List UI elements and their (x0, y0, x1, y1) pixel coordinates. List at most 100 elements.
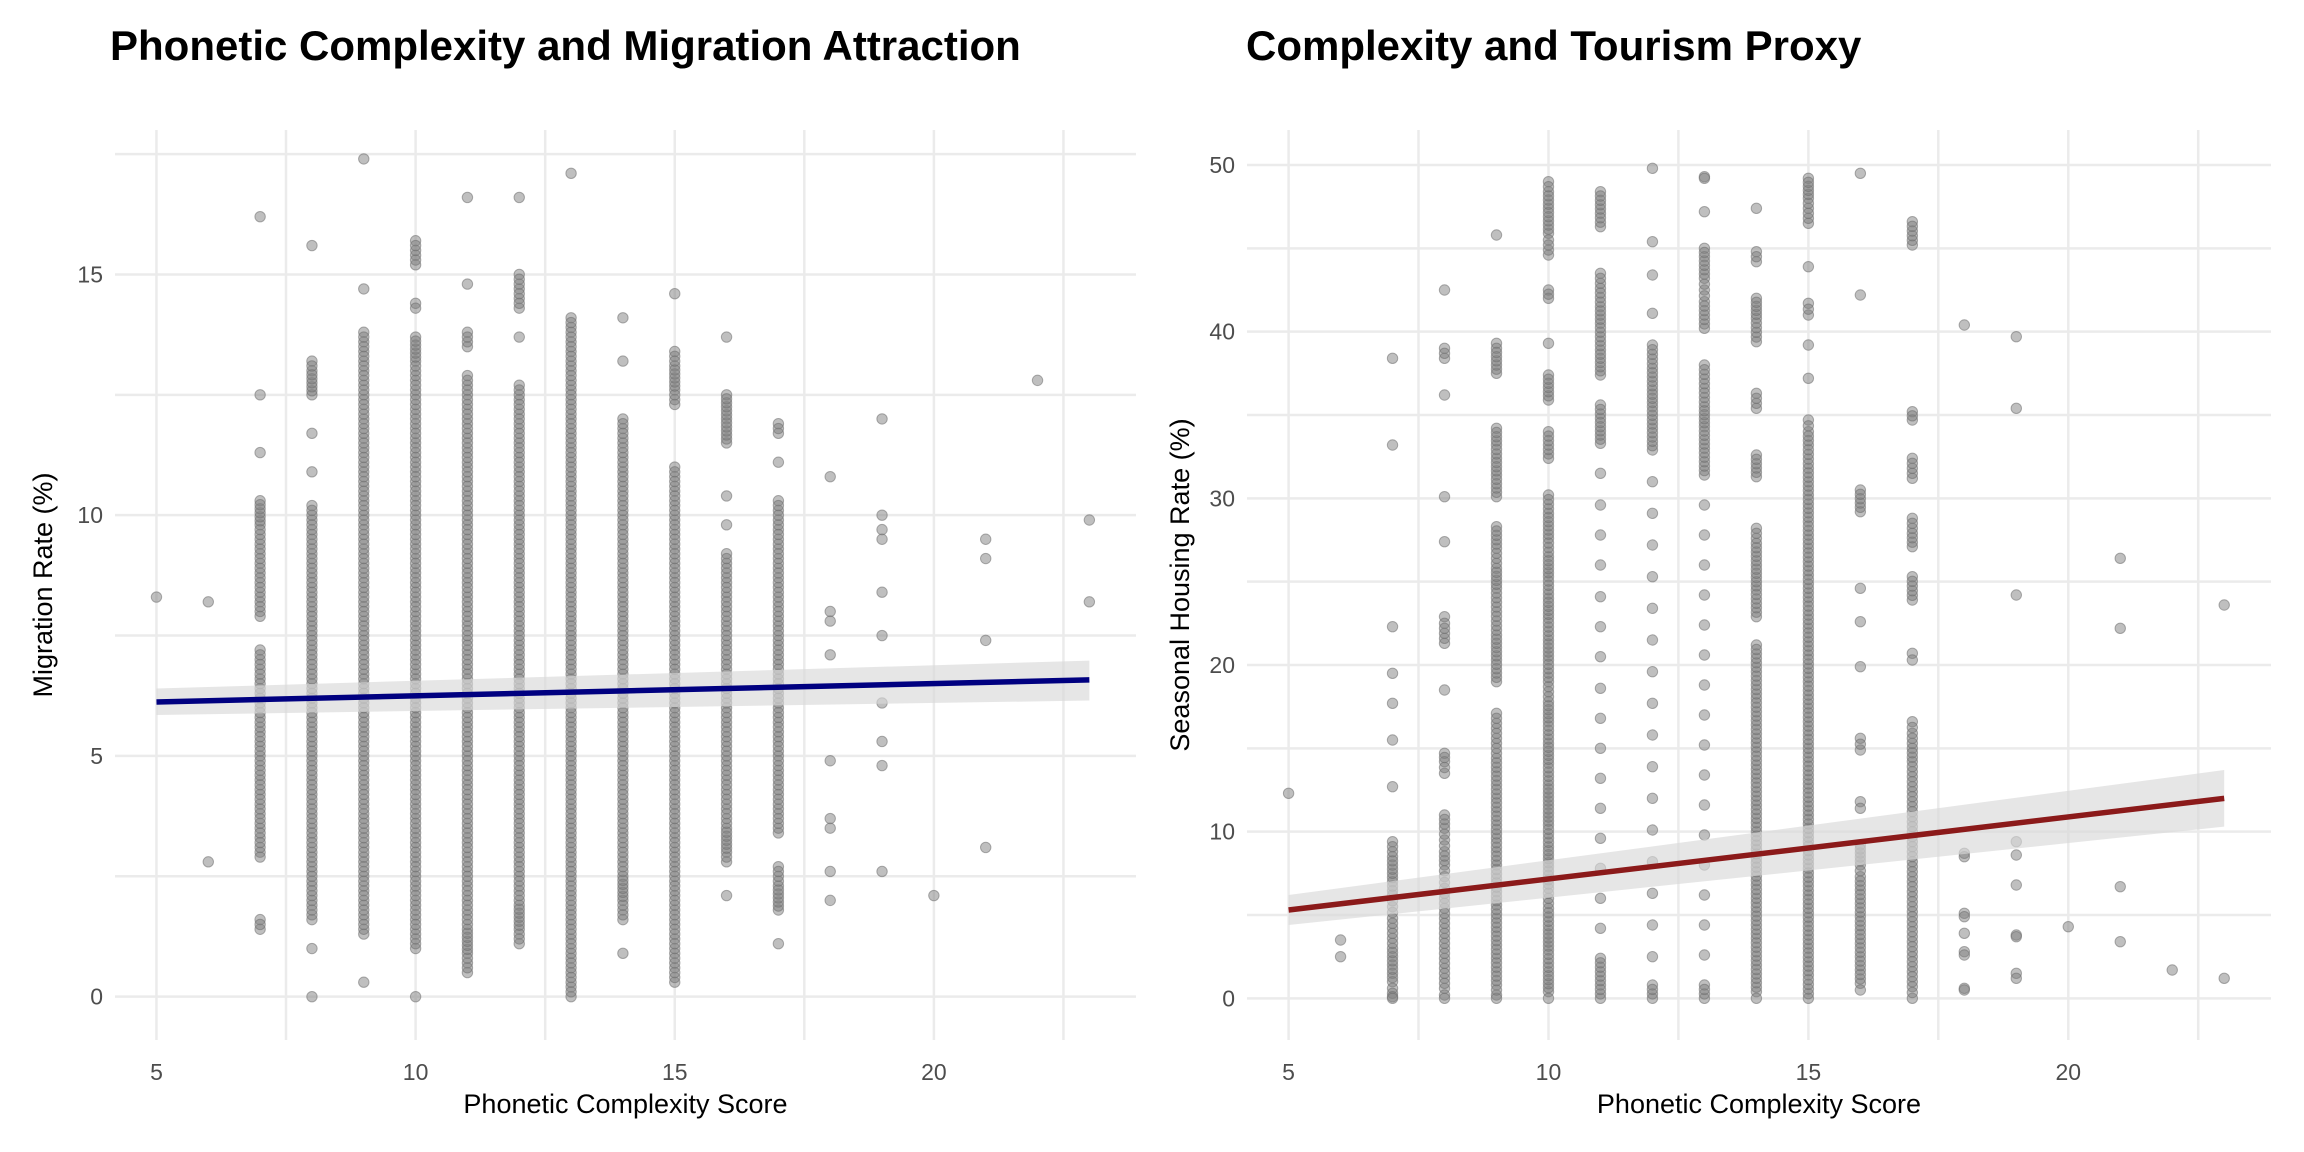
data-point (202, 856, 214, 868)
data-point (461, 639, 474, 651)
data-point (513, 658, 525, 671)
data-point (306, 466, 318, 478)
data-point (980, 841, 992, 854)
data-point (1906, 654, 1919, 666)
y-tick-label: 10 (77, 502, 103, 528)
data-point (1386, 734, 1399, 746)
y-tick-label: 50 (1209, 152, 1235, 178)
data-point (1906, 790, 1919, 803)
data-point (513, 745, 525, 757)
data-point (617, 355, 629, 367)
data-point (772, 567, 785, 579)
data-point (617, 730, 629, 743)
data-point (1083, 596, 1096, 608)
data-point (358, 759, 370, 772)
data-point (409, 889, 422, 902)
data-point (461, 437, 474, 449)
data-point (617, 832, 629, 844)
data-point (306, 851, 318, 863)
data-point (306, 716, 318, 728)
data-point (358, 437, 370, 449)
data-point (1594, 272, 1607, 285)
data-point (2218, 972, 2230, 985)
data-point (669, 894, 681, 907)
y-tick-label: 15 (77, 261, 103, 287)
data-point (1594, 650, 1607, 663)
data-point (1906, 760, 1919, 773)
data-point (1854, 865, 1867, 877)
data-point (1646, 307, 1659, 320)
data-point (513, 629, 525, 642)
data-point (669, 735, 681, 748)
data-point (1906, 220, 1919, 233)
data-point (513, 514, 525, 526)
data-point (617, 543, 629, 555)
tourism-scatter-plot: 5 10 15 20 0 10 20 30 40 50 Phonetic Complexity Sc… (1165, 130, 2271, 1119)
data-point (1386, 937, 1399, 950)
data-point (669, 966, 681, 979)
data-point (409, 875, 422, 887)
data-point (1646, 792, 1659, 805)
data-point (565, 836, 577, 849)
data-point (1906, 775, 1919, 788)
data-point (358, 562, 370, 574)
data-point (1386, 667, 1399, 680)
data-point (306, 610, 318, 622)
data-point (772, 605, 785, 618)
data-point (358, 976, 370, 988)
data-point (1490, 229, 1503, 241)
data-point (1750, 296, 1763, 309)
data-point (254, 389, 266, 401)
data-point (1802, 303, 1815, 315)
data-point (1854, 289, 1867, 301)
data-point (358, 369, 370, 382)
data-point (1854, 167, 1867, 180)
data-point (461, 422, 474, 435)
data-point (1906, 517, 1919, 530)
data-point (1594, 957, 1607, 969)
data-point (772, 509, 785, 521)
x-tick-label: 15 (662, 1059, 688, 1085)
data-point (461, 191, 474, 204)
data-point (409, 528, 422, 541)
x-tick-label: 20 (921, 1059, 947, 1085)
data-point (824, 470, 836, 483)
data-point (1438, 947, 1451, 960)
data-point (565, 649, 577, 661)
data-point (513, 644, 525, 656)
data-point (1594, 802, 1607, 815)
data-point (461, 374, 474, 387)
data-point (565, 316, 577, 329)
data-point (409, 456, 422, 468)
data-point (2218, 599, 2230, 611)
data-point (409, 393, 422, 406)
data-point (1698, 589, 1711, 601)
data-point (772, 625, 785, 637)
data-point (669, 504, 681, 517)
data-point (617, 312, 629, 324)
data-point (1542, 288, 1555, 300)
data-point (824, 822, 836, 834)
data-point (358, 832, 370, 844)
data-point (1334, 950, 1347, 963)
data-point (461, 393, 474, 406)
data-point (1438, 907, 1451, 920)
data-point (669, 475, 681, 488)
data-point (669, 634, 681, 647)
data-point (358, 745, 370, 757)
data-point (720, 393, 733, 405)
data-point (1594, 742, 1607, 755)
data-point (1594, 529, 1607, 541)
data-point (772, 456, 785, 468)
data-point (461, 962, 474, 974)
data-point (876, 523, 888, 536)
data-point (669, 562, 681, 574)
data-point (1438, 389, 1451, 401)
data-point (254, 543, 266, 555)
data-point (513, 788, 525, 801)
data-point (1906, 410, 1919, 422)
data-point (409, 335, 422, 347)
data-point (306, 576, 318, 589)
data-point (876, 586, 888, 598)
chart-title: Complexity and Tourism Proxy (1246, 22, 1862, 69)
